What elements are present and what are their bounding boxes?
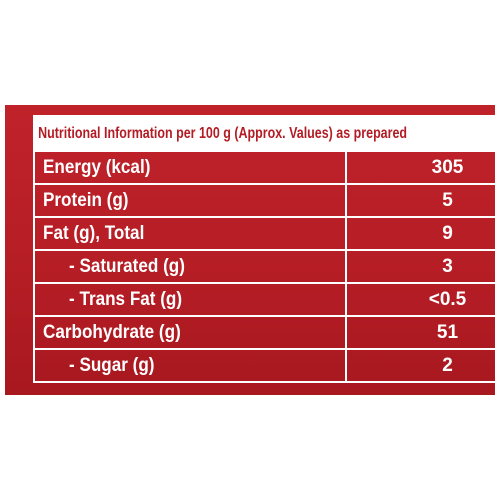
value-cell: 9 [345,216,500,251]
table-row: - Sugar (g) 2 [33,348,500,383]
nutrient-name: - Sugar (g) [69,354,155,376]
table-header: Nutritional Information per 100 g (Appro… [33,115,500,152]
table-row: - Saturated (g) 3 [33,249,500,284]
nutrient-name: Energy (kcal) [43,156,151,178]
value-cell: 305 [345,150,500,185]
table-row: - Trans Fat (g) <0.5 [33,282,500,317]
nutrient-cell: Carbohydrate (g) [33,315,347,350]
table-row: Fat (g), Total 9 [33,216,500,251]
nutrient-cell: Fat (g), Total [33,216,347,251]
nutrient-name: Protein (g) [43,189,129,211]
nutrient-name: - Trans Fat (g) [69,288,183,310]
nutrient-name: - Saturated (g) [69,255,185,277]
nutrition-table: Nutritional Information per 100 g (Appro… [33,115,500,383]
nutrient-cell: - Trans Fat (g) [33,282,347,317]
value-cell: 2 [345,348,500,383]
value-cell: 51 [345,315,500,350]
header-text: Nutritional Information per 100 g (Appro… [38,124,408,142]
nutrient-cell: - Sugar (g) [33,348,347,383]
value-cell: 3 [345,249,500,284]
nutrient-name: Fat (g), Total [43,222,145,244]
nutrient-cell: Energy (kcal) [33,150,347,185]
table-row: Energy (kcal) 305 [33,150,500,185]
value-cell: 5 [345,183,500,218]
nutrient-cell: Protein (g) [33,183,347,218]
table-row: Carbohydrate (g) 51 [33,315,500,350]
value-cell: <0.5 [345,282,500,317]
header-row: Nutritional Information per 100 g (Appro… [33,115,500,152]
nutrient-cell: - Saturated (g) [33,249,347,284]
nutrient-name: Carbohydrate (g) [43,321,181,343]
table-row: Protein (g) 5 [33,183,500,218]
